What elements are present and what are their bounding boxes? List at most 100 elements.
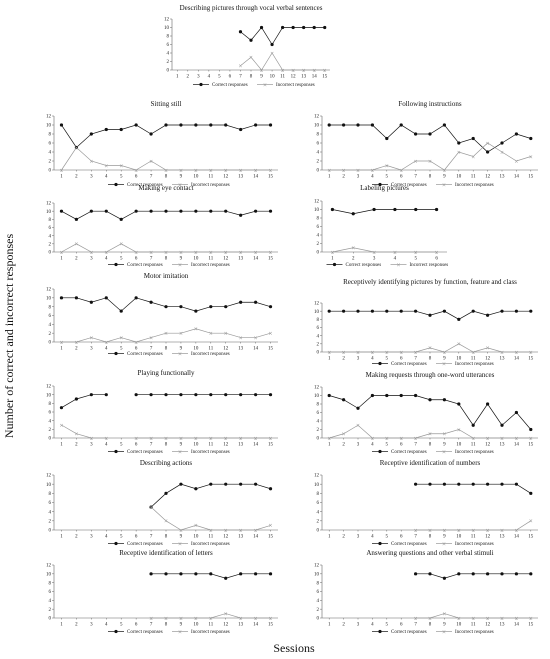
x-tick-label: 8 [165,175,168,180]
incorrect-responses-point: × [239,616,243,622]
correct-responses-point [179,572,183,576]
incorrect-responses-point: × [179,331,183,337]
x-tick-label: 12 [223,443,229,448]
legend-incorrect-label: Incorrect responses [191,263,230,268]
x-tick-label: 2 [75,175,78,180]
x-tick-label: 13 [500,443,506,448]
correct-responses-point [224,576,228,580]
incorrect-responses-point: × [253,335,257,341]
x-tick-label: 11 [208,443,213,448]
legend: Correct responses × Incorrect responses [108,541,230,547]
incorrect-responses-point: × [457,616,461,622]
x-tick-label: 8 [429,623,432,628]
incorrect-responses-point: × [413,350,417,356]
incorrect-responses-point: × [428,528,432,534]
incorrect-responses-point: × [194,168,198,174]
correct-responses-point [194,309,198,313]
chart-panel: Describing pictures through vocal verbal… [164,4,330,88]
correct-responses-point [486,402,490,406]
chart-title: Describing pictures through vocal verbal… [180,4,323,12]
x-tick-label: 4 [105,535,108,540]
x-tick-label: 6 [135,443,138,448]
y-tick-label: 2 [317,242,320,247]
correct-responses-point [134,209,138,213]
incorrect-responses-point: × [268,523,272,529]
correct-responses-point [59,209,64,213]
y-tick-label: 8 [317,492,320,497]
correct-responses-point [471,482,475,486]
incorrect-responses-line [61,328,271,343]
x-tick-label: 1 [60,175,63,180]
legend-correct-marker [378,629,382,634]
correct-responses-line [61,297,271,312]
incorrect-responses-point: × [302,68,306,74]
incorrect-responses-point: × [104,250,108,256]
x-tick-label: 3 [357,623,360,628]
legend-correct-marker [114,262,118,267]
x-tick-label: 3 [373,257,376,262]
incorrect-responses-point: × [164,168,168,174]
legend: Correct responses × Incorrect responses [108,629,230,635]
x-tick-label: 2 [342,443,345,448]
y-tick-label: 8 [317,318,320,323]
legend-correct-marker [378,361,382,366]
correct-responses-line [61,124,271,149]
x-tick-label: 8 [429,443,432,448]
x-tick-label: 14 [253,623,259,628]
y-tick-label: 10 [46,573,52,578]
x-tick-label: 3 [357,443,360,448]
incorrect-responses-point: × [268,616,272,622]
y-tick-label: 2 [49,243,52,248]
incorrect-responses-point: × [224,436,228,442]
x-tick-label: 9 [180,623,183,628]
incorrect-responses-point: × [134,168,138,174]
x-tick-label: 4 [105,347,108,352]
y-tick-label: 10 [46,210,52,215]
x-tick-label: 1 [328,535,331,540]
y-tick-label: 4 [317,234,320,239]
correct-responses-point [259,25,264,30]
y-tick-label: 0 [317,437,320,442]
correct-responses-point [428,313,432,317]
incorrect-responses-point: × [393,250,397,256]
y-tick-label: 6 [317,590,320,595]
legend-incorrect-marker: × [396,262,400,268]
correct-responses-point [104,296,108,300]
incorrect-responses-point: × [149,616,153,622]
incorrect-responses-point: × [164,616,168,622]
x-tick-label: 9 [180,347,183,352]
x-tick-label: 13 [238,347,244,352]
x-tick-label: 13 [500,175,506,180]
x-tick-label: 4 [105,175,108,180]
legend-correct-label: Correct responses [391,630,427,635]
incorrect-responses-point: × [194,523,198,529]
incorrect-responses-point: × [209,616,213,622]
legend-incorrect-label: Incorrect responses [191,630,230,635]
chart-title: Making requests through one-word utteran… [366,371,495,379]
y-tick-label: 0 [317,529,320,534]
chart-panels: Describing pictures through vocal verbal… [46,4,538,635]
x-tick-label: 6 [400,535,403,540]
incorrect-responses-point: × [428,616,432,622]
x-tick-label: 10 [456,357,462,362]
chart-title: Receptive identification of numbers [380,459,481,467]
x-tick-label: 5 [120,175,123,180]
x-tick-label: 4 [371,623,374,628]
incorrect-responses-point: × [134,436,138,442]
correct-responses-point [330,207,335,212]
legend-incorrect-marker: × [178,629,182,635]
correct-responses-point [291,25,295,30]
correct-responses-point [393,207,397,212]
y-tick-label: 4 [49,599,52,604]
x-tick-label: 12 [291,75,297,80]
legend: Correct responses × Incorrect responses [108,262,230,268]
y-tick-label: 6 [49,226,52,231]
correct-responses-point [457,317,461,321]
y-tick-label: 10 [314,208,320,213]
x-tick-label: 8 [165,347,168,352]
incorrect-responses-line [240,52,325,71]
y-tick-label: 6 [49,142,52,147]
correct-responses-point [486,150,490,154]
chart-title: Receptive identification of letters [119,549,213,557]
y-tick-label: 6 [317,501,320,506]
